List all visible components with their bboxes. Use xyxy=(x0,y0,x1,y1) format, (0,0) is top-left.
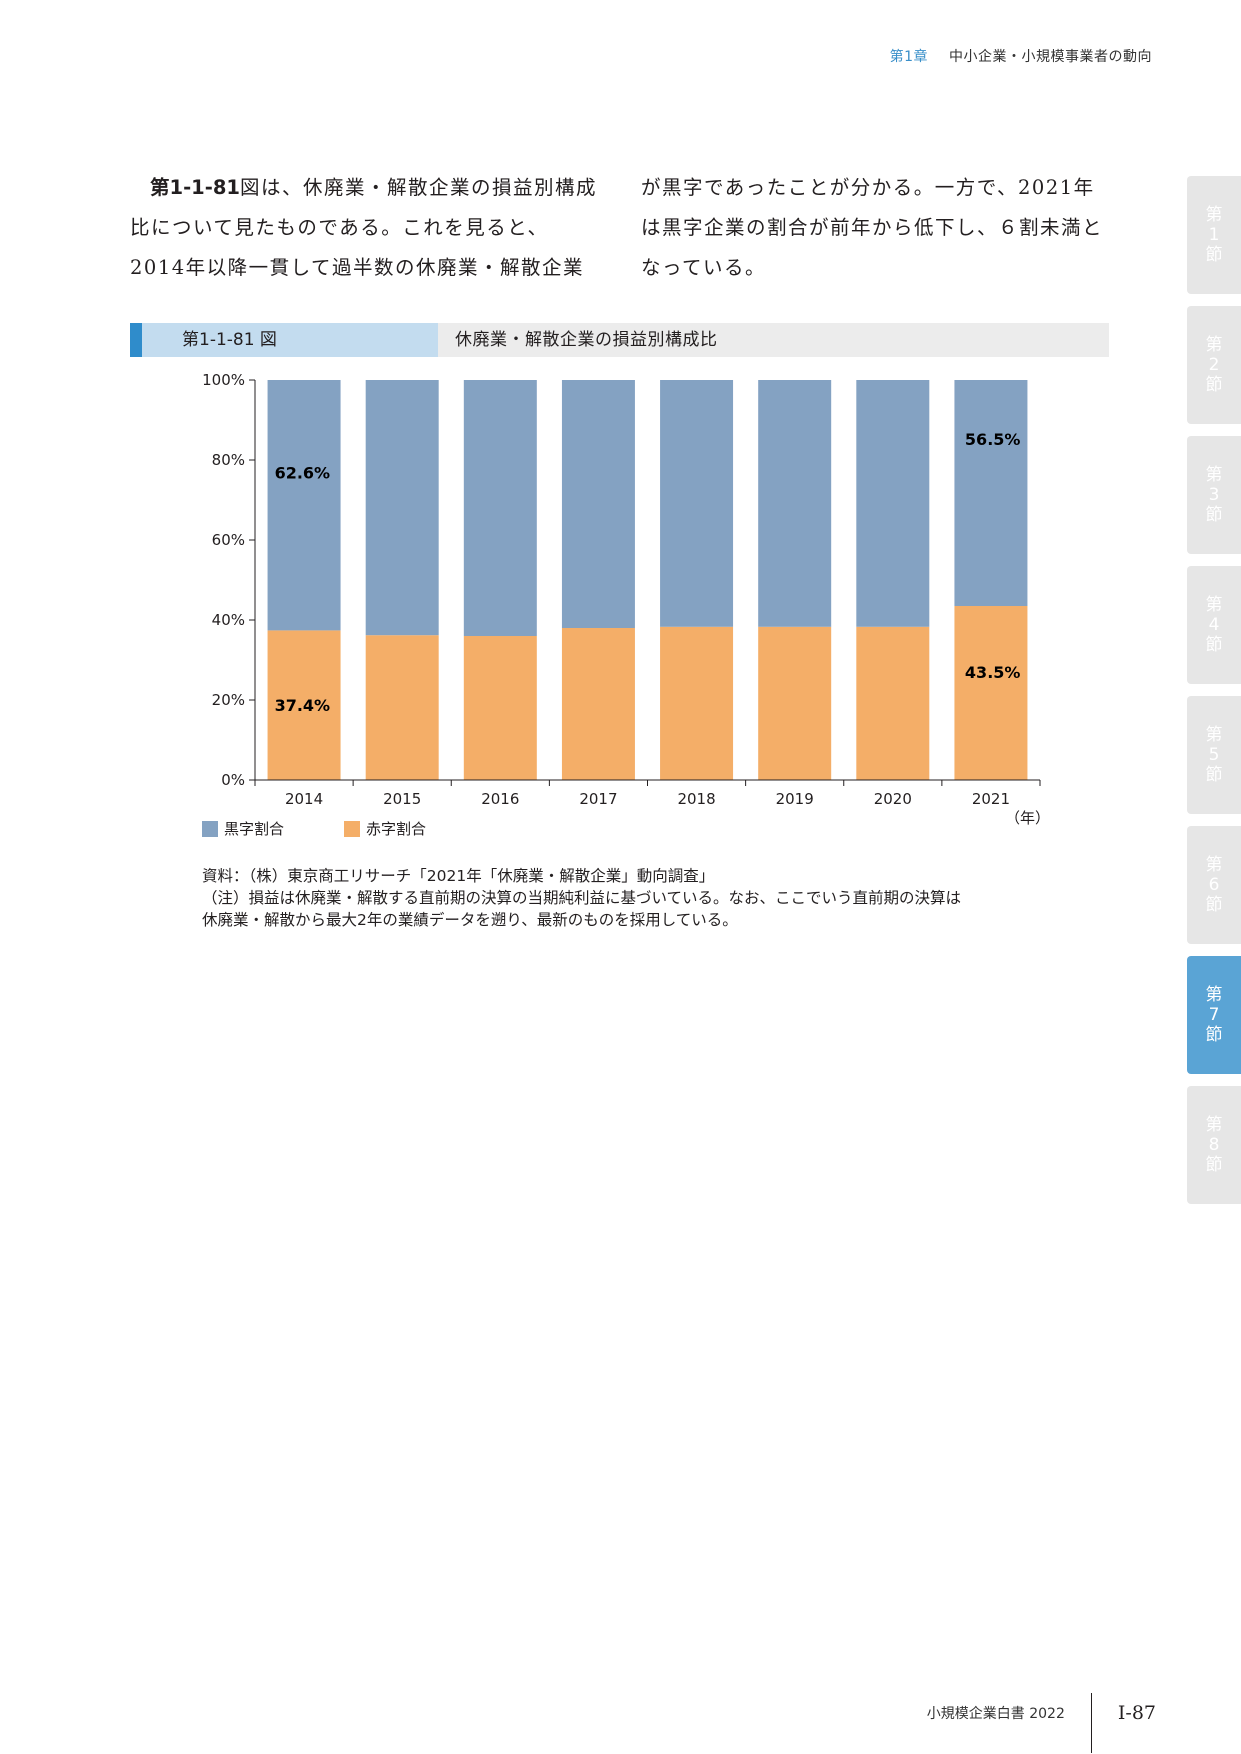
body-text-column-2: が黒字であったことが分かる。一方で、2021年は黒字企業の割合が前年から低下し、… xyxy=(641,168,1111,288)
note-line-2: 休廃業・解散から最大2年の業績データを遡り、最新のものを採用している。 xyxy=(202,911,738,929)
book-title: 小規模企業白書 2022 xyxy=(926,1706,1065,1722)
bar-profit-2019 xyxy=(758,380,832,627)
figure-title: 休廃業・解散企業の損益別構成比 xyxy=(455,330,718,350)
section-tab-3-top: 第 xyxy=(1205,465,1223,485)
data-label-2021-s1: 43.5% xyxy=(965,663,1021,682)
section-tab-3-bottom: 節 xyxy=(1205,505,1223,525)
figure-title-accent xyxy=(130,323,142,357)
page-number: Ⅰ-87 xyxy=(1117,1702,1156,1724)
section-tab-1-top: 第 xyxy=(1205,205,1223,225)
x-tick-label-2019: 2019 xyxy=(776,790,814,808)
section-tab-8-num: 8 xyxy=(1208,1135,1220,1155)
footer-divider xyxy=(1090,1693,1092,1753)
legend-swatch-loss xyxy=(344,820,361,837)
section-tab-5-bottom: 節 xyxy=(1205,765,1223,785)
bar-loss-2016 xyxy=(463,636,537,780)
section-tab-4-num: 4 xyxy=(1208,615,1220,635)
y-tick-label-0: 0% xyxy=(221,771,245,789)
x-axis-unit: （年） xyxy=(1005,809,1050,827)
page-footer: 小規模企業白書 2022 Ⅰ-87 xyxy=(926,1683,1156,1753)
bar-profit-2017 xyxy=(561,380,635,628)
x-tick-label-2020: 2020 xyxy=(874,790,912,808)
data-label-2014-s0: 62.6% xyxy=(275,464,331,483)
x-tick-label-2016: 2016 xyxy=(481,790,519,808)
section-tab-3-num: 3 xyxy=(1208,485,1220,505)
legend-item-loss: 赤字割合 xyxy=(344,818,426,839)
bar-profit-2020 xyxy=(856,380,930,627)
section-tab-8-bottom: 節 xyxy=(1205,1155,1223,1175)
chart-legend: 黒字割合 赤字割合 xyxy=(202,818,426,839)
section-tab-7-top: 第 xyxy=(1205,985,1223,1005)
data-label-2014-s1: 37.4% xyxy=(275,696,331,715)
x-tick-label-2014: 2014 xyxy=(285,790,323,808)
bar-profit-2018 xyxy=(660,380,734,627)
section-tab-6-top: 第 xyxy=(1205,855,1223,875)
legend-label-profit: 黒字割合 xyxy=(224,820,285,838)
chapter-label: 第1章 xyxy=(889,49,929,65)
bar-loss-2020 xyxy=(856,626,930,780)
bar-loss-2017 xyxy=(561,628,635,780)
bar-profit-2015 xyxy=(365,380,439,636)
figure-reference: 第1-1-81 xyxy=(150,176,240,199)
bar-profit-2016 xyxy=(463,380,537,636)
bar-loss-2015 xyxy=(365,635,439,780)
y-tick-label-3: 60% xyxy=(212,531,245,549)
body-paragraph-part-2: が黒字であったことが分かる。一方で、2021年は黒字企業の割合が前年から低下し、… xyxy=(641,176,1104,279)
bar-profit-2014 xyxy=(267,380,341,631)
x-tick-label-2018: 2018 xyxy=(677,790,715,808)
x-tick-label-2021: 2021 xyxy=(972,790,1010,808)
section-tab-6-bottom: 節 xyxy=(1205,895,1223,915)
section-tab-4-bottom: 節 xyxy=(1205,635,1223,655)
section-tab-8-top: 第 xyxy=(1205,1115,1223,1135)
running-header: 第1章 中小企業・小規模事業者の動向 xyxy=(890,46,1152,66)
figure-notes: 資料：（株）東京商工リサーチ「2021年「休廃業・解散企業」動向調査」 （注）損… xyxy=(202,865,1082,931)
x-tick-label-2015: 2015 xyxy=(383,790,421,808)
bar-loss-2014 xyxy=(267,630,341,780)
bar-loss-2019 xyxy=(758,626,832,780)
section-tab-7-bottom: 節 xyxy=(1205,1025,1223,1045)
legend-item-profit: 黒字割合 xyxy=(202,818,284,839)
bar-loss-2018 xyxy=(660,626,734,780)
body-paragraph-part-1: 図は、休廃業・解散企業の損益別構成比について見たものである。これを見ると、201… xyxy=(130,176,597,279)
section-tab-2-bottom: 節 xyxy=(1205,375,1223,395)
legend-label-loss: 赤字割合 xyxy=(366,820,427,838)
figure-number: 第1-1-81 図 xyxy=(142,323,438,357)
figure-title-bar: 第1-1-81 図 休廃業・解散企業の損益別構成比 xyxy=(130,323,1109,357)
y-tick-label-5: 100% xyxy=(202,371,245,389)
body-text-column-1: 第1-1-81図は、休廃業・解散企業の損益別構成比について見たものである。これを… xyxy=(130,168,600,288)
data-label-2021-s0: 56.5% xyxy=(965,430,1021,449)
y-tick-label-1: 20% xyxy=(212,691,245,709)
chapter-title: 中小企業・小規模事業者の動向 xyxy=(949,49,1152,65)
section-tab-2-top: 第 xyxy=(1205,335,1223,355)
section-tab-7-num: 7 xyxy=(1208,1005,1220,1025)
section-tab-4-top: 第 xyxy=(1205,595,1223,615)
stacked-bar-chart: 0% 20% 40% 60% 80% 100% 2014 2015 2016 2017 2018 20… xyxy=(202,371,1050,827)
x-tick-label-2017: 2017 xyxy=(579,790,617,808)
y-tick-label-4: 80% xyxy=(212,451,245,469)
section-tab-1-num: 1 xyxy=(1208,225,1220,245)
y-tick-label-2: 40% xyxy=(212,611,245,629)
bar-loss-2021 xyxy=(954,606,1028,780)
section-tab-1-bottom: 節 xyxy=(1205,245,1223,265)
section-tab-5-top: 第 xyxy=(1205,725,1223,745)
bar-profit-2021 xyxy=(954,380,1028,606)
section-tab-6-num: 6 xyxy=(1208,875,1220,895)
note-line-1: （注）損益は休廃業・解散する直前期の決算の当期純利益に基づいている。なお、ここで… xyxy=(202,889,962,907)
legend-swatch-profit xyxy=(202,820,218,837)
section-tab-5-num: 5 xyxy=(1208,745,1220,765)
section-tab-2-num: 2 xyxy=(1208,355,1220,375)
source-note: 資料：（株）東京商工リサーチ「2021年「休廃業・解散企業」動向調査」 xyxy=(202,867,715,885)
